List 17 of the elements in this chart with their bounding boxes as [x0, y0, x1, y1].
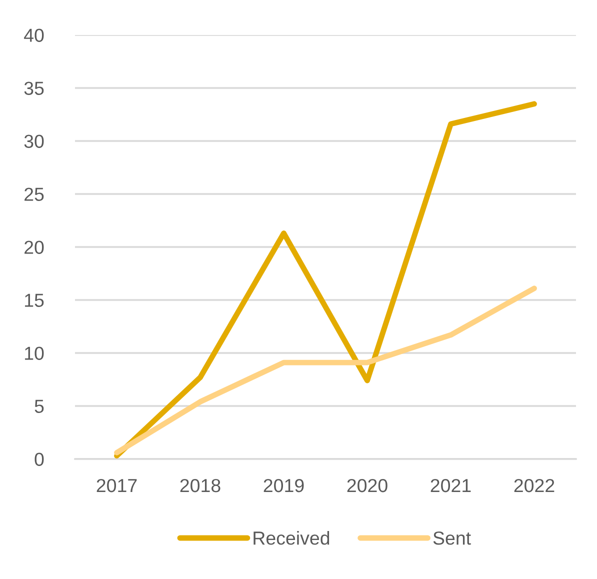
- y-tick-label: 20: [24, 240, 44, 254]
- x-tick-label: 2019: [264, 478, 304, 492]
- y-tick-label: 25: [24, 188, 44, 201]
- x-tick-label: 2017: [96, 478, 137, 492]
- y-tick-label: 40: [24, 28, 44, 42]
- x-tick-label: 2018: [180, 478, 220, 492]
- x-tick-label: 2022: [514, 478, 554, 492]
- y-tick-label: 0: [34, 452, 44, 466]
- x-tick-label: 2021: [430, 478, 471, 492]
- y-tick-label: 35: [24, 82, 44, 95]
- y-tick-label: 15: [25, 294, 44, 307]
- legend-label: Received: [254, 530, 330, 545]
- y-tick-label: 10: [25, 346, 44, 360]
- y-tick-label: 30: [24, 134, 44, 148]
- y-tick-label: 5: [34, 400, 44, 413]
- x-tick-label: 2020: [347, 478, 388, 492]
- legend-label: Sent: [433, 531, 471, 545]
